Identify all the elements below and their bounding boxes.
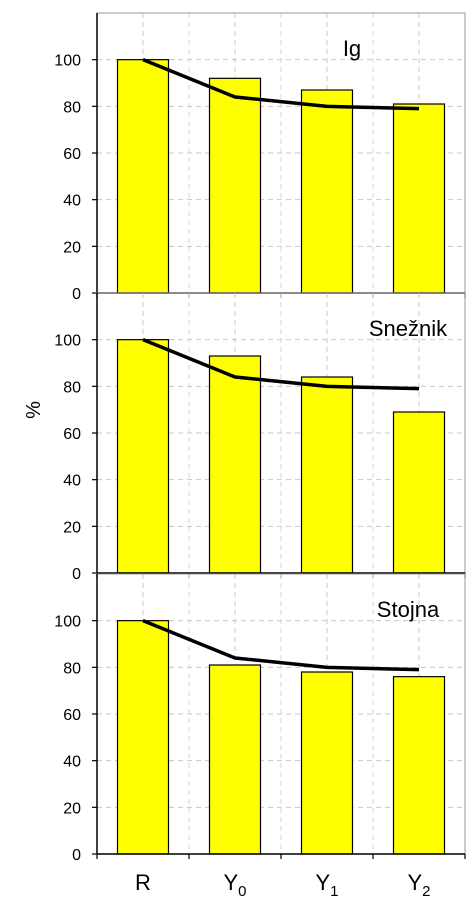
bar-4 bbox=[394, 104, 445, 293]
y-tick-label: 80 bbox=[63, 660, 81, 677]
bar-2 bbox=[210, 78, 261, 293]
y-tick-label: 40 bbox=[63, 754, 81, 771]
y-tick-label: 20 bbox=[63, 239, 81, 256]
bar-3 bbox=[302, 90, 353, 293]
bar-2 bbox=[210, 665, 261, 854]
x-tick-label: Y2 bbox=[407, 870, 430, 897]
y-tick-label: 20 bbox=[63, 519, 81, 536]
bar-1 bbox=[118, 340, 169, 573]
y-tick-label: 100 bbox=[54, 333, 81, 350]
y-tick-label: 100 bbox=[54, 53, 81, 70]
y-tick-label: 0 bbox=[72, 566, 81, 583]
y-tick-label: 80 bbox=[63, 379, 81, 396]
x-tick-label: Y1 bbox=[315, 870, 338, 897]
panel-title: Stojna bbox=[377, 597, 440, 622]
bar-3 bbox=[302, 377, 353, 573]
bar-4 bbox=[394, 677, 445, 854]
panel-3: 0 20 40 60 80 100 Stojna bbox=[54, 574, 465, 864]
y-tick-label: 60 bbox=[63, 426, 81, 443]
bar-4 bbox=[394, 412, 445, 573]
panel-1: 0 20 40 60 80 100 Ig bbox=[54, 13, 465, 303]
y-tick-label: 0 bbox=[72, 847, 81, 864]
y-tick-label: 60 bbox=[63, 146, 81, 163]
bar-1 bbox=[118, 60, 169, 293]
x-tick-label: R bbox=[135, 870, 151, 895]
panel-title: Ig bbox=[343, 36, 361, 61]
panel-title: Snežnik bbox=[369, 316, 448, 341]
y-tick-label: 60 bbox=[63, 707, 81, 724]
y-axis-label: % bbox=[23, 401, 45, 419]
bar-2 bbox=[210, 356, 261, 573]
y-tick-label: 40 bbox=[63, 473, 81, 490]
bar-1 bbox=[118, 621, 169, 854]
x-tick-label: Y0 bbox=[223, 870, 246, 897]
bar-3 bbox=[302, 672, 353, 854]
y-tick-label: 0 bbox=[72, 286, 81, 303]
panel-2: 0 20 40 60 80 100 Snežnik bbox=[54, 293, 465, 583]
y-tick-label: 100 bbox=[54, 614, 81, 631]
y-tick-label: 40 bbox=[63, 193, 81, 210]
y-tick-label: 80 bbox=[63, 99, 81, 116]
y-tick-label: 20 bbox=[63, 800, 81, 817]
